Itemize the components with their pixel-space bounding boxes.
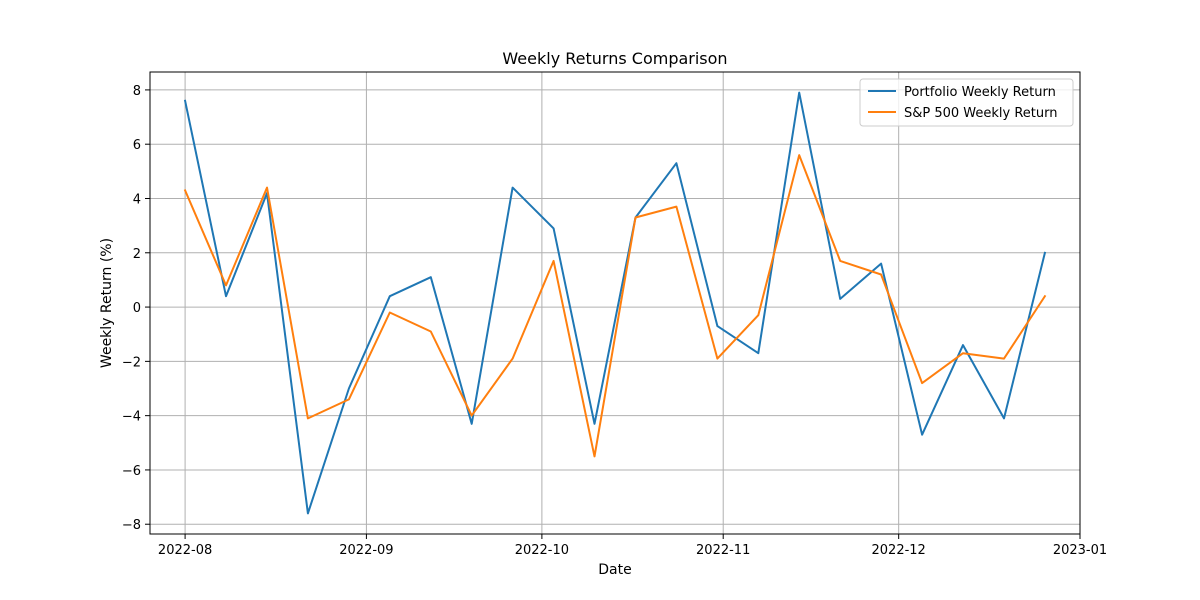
y-tick-label: 4 — [133, 192, 141, 207]
y-axis-label: Weekly Return (%) — [99, 238, 115, 368]
y-tick-label: −4 — [122, 410, 141, 425]
series-line-sp500 — [183, 154, 1047, 458]
y-tick-label: −2 — [122, 355, 141, 370]
x-tick-label: 2022-11 — [696, 543, 750, 558]
axis-ticks: 2022-08 2022-09 2022-10 2022-11 2022-12 2023-… — [122, 84, 1107, 558]
y-tick-label: 8 — [133, 84, 141, 99]
series-line-portfolio — [183, 91, 1047, 515]
x-axis-label: Date — [598, 562, 631, 578]
plot-frame — [149, 71, 1081, 535]
x-tick-label: 2022-12 — [872, 543, 926, 558]
y-tick-label: 2 — [133, 247, 141, 262]
legend-label: S&P 500 Weekly Return — [904, 106, 1058, 121]
grid-lines — [150, 72, 1081, 534]
legend-box — [859, 78, 1074, 127]
y-tick-label: 6 — [133, 138, 141, 153]
chart-title: Weekly Returns Comparison — [502, 49, 727, 68]
x-tick-label: 2023-01 — [1053, 543, 1107, 558]
y-tick-label: −6 — [122, 464, 141, 479]
legend: Portfolio Weekly Return S&P 500 Weekly Re… — [859, 78, 1074, 127]
series-lines — [183, 91, 1047, 515]
x-tick-label: 2022-10 — [515, 543, 569, 558]
x-tick-label: 2022-08 — [158, 543, 212, 558]
x-tick-label: 2022-09 — [339, 543, 393, 558]
y-tick-label: −8 — [122, 518, 141, 533]
legend-label: Portfolio Weekly Return — [904, 85, 1056, 100]
y-tick-label: 0 — [133, 301, 141, 316]
